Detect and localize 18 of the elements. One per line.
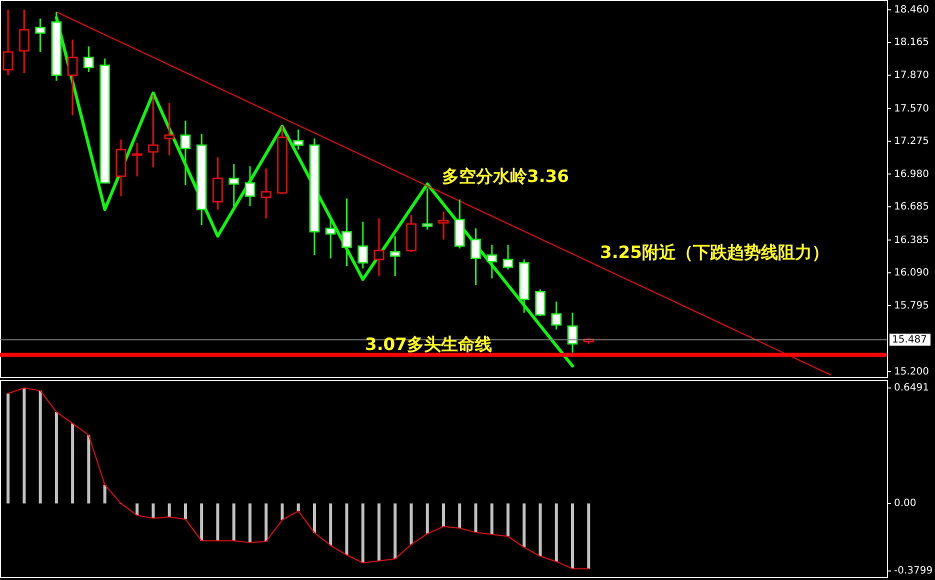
- ytick: 16.980: [894, 168, 929, 180]
- ytick: 17.275: [894, 136, 929, 148]
- ytick: 18.460: [894, 4, 929, 16]
- ytick: 16.685: [894, 202, 929, 212]
- ytick: 18.165: [894, 37, 929, 48]
- ytick: 0.6491: [894, 382, 929, 394]
- ytick: 16.385: [894, 234, 929, 246]
- annotation: 3.25附近（下跌趋势线阻力）: [600, 243, 829, 263]
- annotation: 3.07多头生命线: [365, 335, 492, 355]
- ytick: -0.3799: [894, 566, 933, 577]
- annotation: 多空分水岭3.36: [442, 167, 569, 187]
- ytick: 15.200: [894, 366, 929, 378]
- ytick: 0.00: [894, 498, 916, 510]
- ytick: 16.090: [894, 268, 929, 279]
- ytick: 15.795: [894, 300, 929, 312]
- ytick: 17.870: [894, 70, 929, 81]
- ytick: 17.570: [894, 103, 929, 114]
- ref-label: 15.487: [892, 334, 927, 346]
